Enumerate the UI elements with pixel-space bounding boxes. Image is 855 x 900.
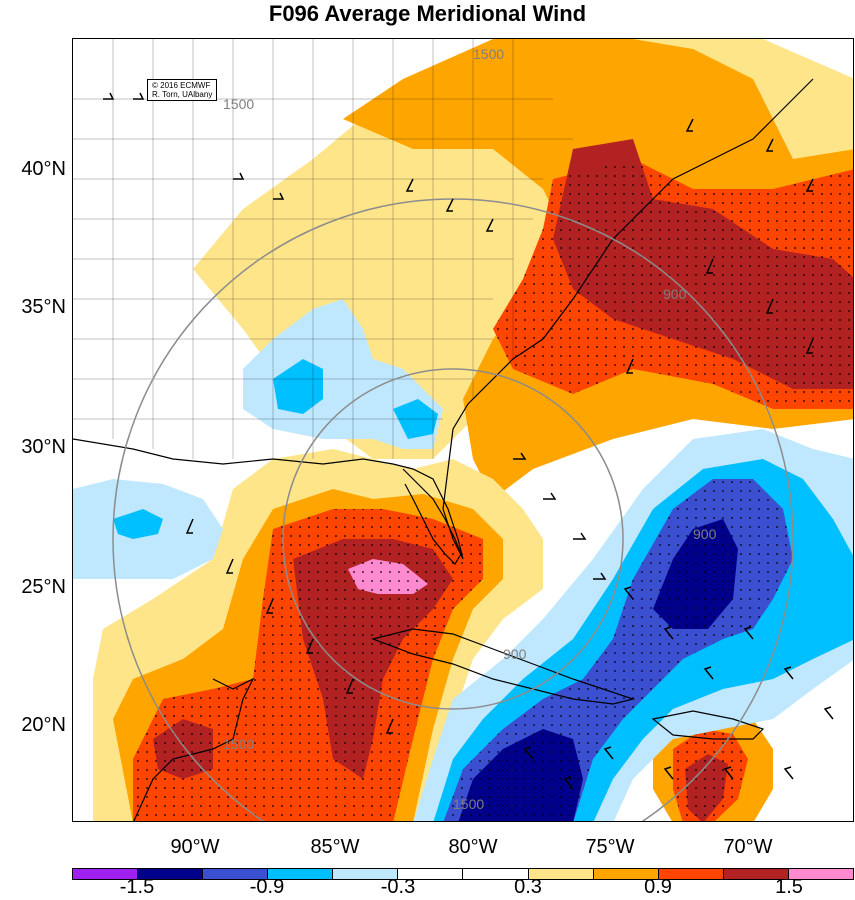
map-panel[interactable]: 1500 1500 900 900 900 1500 1500 © 2016 E… xyxy=(72,38,854,822)
coastline xyxy=(73,78,814,560)
county-grid xyxy=(73,39,573,459)
colorbar-tick-label: 0.3 xyxy=(514,876,542,898)
longitude-label: 85°W xyxy=(310,836,360,858)
longitude-label: 80°W xyxy=(448,836,498,858)
colorbar-swatch xyxy=(203,869,269,879)
colorbar-tick-label: -1.5 xyxy=(119,876,155,898)
contour-label: 1500 xyxy=(223,736,254,752)
colorbar-swatch xyxy=(73,869,139,879)
latitude-label: 40°N xyxy=(21,158,66,180)
dots-gulf xyxy=(133,509,483,821)
colorbar-tick-label: 1.5 xyxy=(775,876,803,898)
yucatan-outline xyxy=(133,677,255,821)
colorbar-tick-label: 0.9 xyxy=(644,876,672,898)
colorbar-swatch xyxy=(333,869,399,879)
colorbar-swatch xyxy=(788,869,853,879)
colorbar-swatch xyxy=(723,869,789,879)
credit-box: © 2016 ECMWF R. Torn, UAlbany xyxy=(147,79,218,101)
contour-label: 1500 xyxy=(453,796,484,812)
latitude-label: 35°N xyxy=(21,296,66,318)
colorbar-tick-label: -0.9 xyxy=(249,876,285,898)
negative-gulf-west xyxy=(113,509,163,539)
contour-label: 1500 xyxy=(473,46,504,62)
contour-label: 900 xyxy=(663,286,687,302)
dots-negative xyxy=(443,479,793,821)
map-canvas: 1500 1500 900 900 900 1500 1500 xyxy=(73,39,853,821)
latitude-label: 25°N xyxy=(21,576,66,598)
contour-label: 1500 xyxy=(223,96,254,112)
colorbar xyxy=(72,868,854,880)
contour-label: 900 xyxy=(693,526,717,542)
credit-line: © 2016 ECMWF xyxy=(152,81,211,90)
florida-outline xyxy=(402,468,462,565)
colorbar-swatch xyxy=(593,869,659,879)
colorbar-swatch xyxy=(658,869,724,879)
contour-label: 900 xyxy=(503,646,527,662)
hispaniola-outline xyxy=(651,710,765,740)
longitude-label: 75°W xyxy=(585,836,635,858)
colorbar-tick-label: -0.3 xyxy=(380,876,416,898)
longitude-label: 70°W xyxy=(723,836,773,858)
wind-barbs xyxy=(103,92,834,790)
cuba-outline xyxy=(370,628,636,705)
map-title: F096 Average Meridional Wind xyxy=(268,1,587,26)
colorbar-swatch xyxy=(463,869,529,879)
colorbar-swatch xyxy=(268,869,334,879)
negative-land xyxy=(273,359,323,414)
longitude-label: 90°W xyxy=(170,836,220,858)
colorbar-swatch xyxy=(138,869,204,879)
dots-offshore xyxy=(493,159,853,409)
colorbar-swatch xyxy=(398,869,464,879)
credit-line: R. Torn, UAlbany xyxy=(152,90,213,99)
colorbar-swatch xyxy=(528,869,594,879)
latitude-label: 20°N xyxy=(21,714,66,736)
neutral-land xyxy=(73,39,333,349)
dots-caribbean xyxy=(673,729,748,821)
latitude-label: 30°N xyxy=(21,436,66,458)
